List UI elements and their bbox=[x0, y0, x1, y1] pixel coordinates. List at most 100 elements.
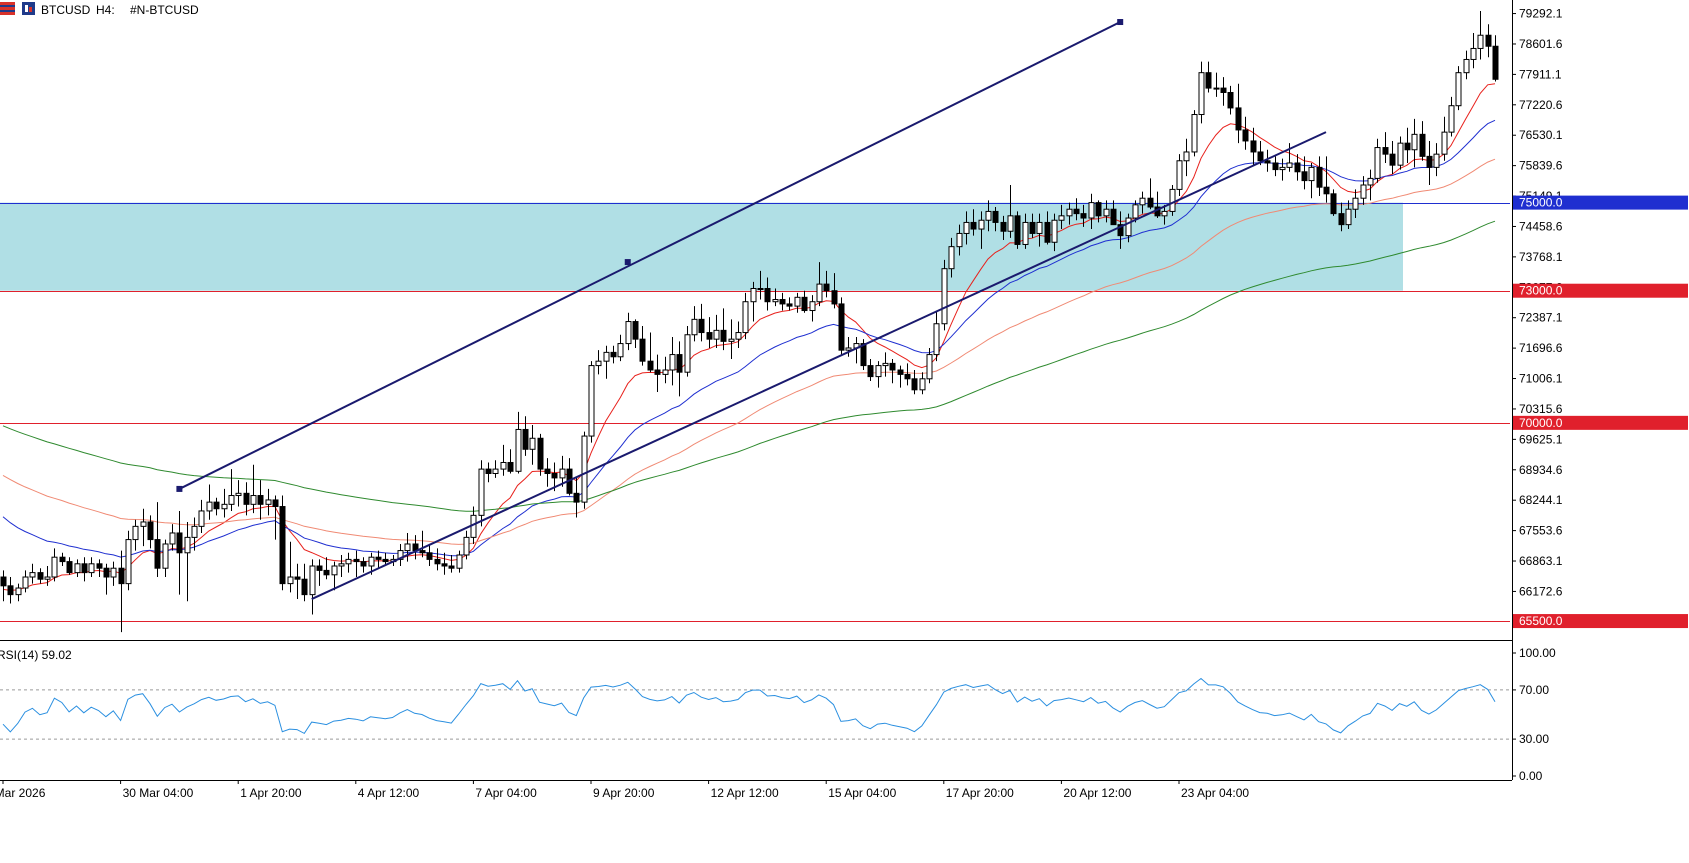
price-tick-label: 68244.1 bbox=[1519, 493, 1563, 507]
bull-candle bbox=[51, 556, 58, 578]
bull-candle bbox=[463, 536, 470, 556]
price-tick-label: 71006.1 bbox=[1519, 372, 1563, 386]
bear-candle bbox=[676, 354, 683, 373]
bull-candle bbox=[1007, 215, 1014, 232]
bull-candle bbox=[1022, 221, 1029, 245]
price-tick-label: 71696.6 bbox=[1519, 341, 1563, 355]
chart-type-icon bbox=[22, 2, 35, 15]
bear-candle bbox=[1492, 45, 1499, 80]
rsi-tick-label: 0.00 bbox=[1519, 769, 1543, 783]
bear-candle bbox=[1338, 213, 1345, 226]
bull-candle bbox=[478, 468, 485, 516]
bull-candle bbox=[809, 301, 816, 312]
time-tick-label: 15 Apr 04:00 bbox=[828, 786, 896, 800]
bull-candle bbox=[1470, 47, 1477, 60]
level-price-label-bg bbox=[1513, 415, 1688, 430]
bear-candle bbox=[66, 561, 73, 574]
bear-candle bbox=[1235, 107, 1242, 131]
bear-candle bbox=[970, 221, 977, 230]
bear-candle bbox=[823, 283, 830, 292]
bull-candle bbox=[132, 525, 139, 541]
bull-candle bbox=[1411, 133, 1418, 151]
bull-candle bbox=[625, 321, 632, 345]
channel-anchor-handle bbox=[1117, 19, 1124, 26]
level-price-label-bg bbox=[1513, 614, 1688, 629]
bull-candle bbox=[206, 501, 213, 512]
bull-candle bbox=[1176, 160, 1183, 190]
bull-candle bbox=[88, 563, 95, 574]
support-resistance-zone bbox=[0, 202, 1403, 291]
bull-candle bbox=[581, 435, 588, 503]
ema-line-2 bbox=[2, 119, 1496, 558]
bear-candle bbox=[1117, 224, 1124, 237]
bear-candle bbox=[59, 556, 66, 563]
bear-candle bbox=[294, 576, 301, 580]
trend-channel[interactable] bbox=[176, 19, 1327, 600]
level-price-label: 73000.0 bbox=[1519, 284, 1563, 298]
bull-candle bbox=[287, 576, 294, 585]
bull-candle bbox=[162, 543, 169, 569]
bear-candle bbox=[786, 303, 793, 307]
bull-candle bbox=[1051, 219, 1058, 243]
bull-candle bbox=[140, 521, 147, 527]
bull-candle bbox=[125, 539, 132, 585]
bull-candle bbox=[492, 468, 499, 475]
time-tick-label: 30 Mar 04:00 bbox=[123, 786, 194, 800]
bear-candle bbox=[37, 572, 44, 580]
price-tick-label: 75839.6 bbox=[1519, 159, 1563, 173]
bull-candle bbox=[368, 556, 375, 567]
bear-candle bbox=[257, 495, 264, 505]
bear-candle bbox=[831, 290, 838, 305]
bull-candle bbox=[250, 495, 257, 505]
bull-candle bbox=[794, 296, 801, 307]
rsi-tick-label: 100.00 bbox=[1519, 646, 1556, 660]
bear-candle bbox=[1227, 91, 1234, 109]
flag-stripe bbox=[0, 10, 15, 12]
bull-candle bbox=[1161, 210, 1168, 217]
bull-candle bbox=[404, 543, 411, 552]
bear-candle bbox=[0, 576, 7, 587]
bull-candle bbox=[1308, 166, 1315, 182]
time-tick-label: 1 Apr 20:00 bbox=[240, 786, 302, 800]
bear-candle bbox=[911, 378, 918, 391]
bear-candle bbox=[434, 558, 441, 565]
bear-candle bbox=[1080, 213, 1087, 219]
bull-candle bbox=[331, 565, 338, 576]
bull-candle bbox=[265, 499, 272, 505]
bear-candle bbox=[1147, 197, 1154, 208]
time-tick-label: 9 Apr 20:00 bbox=[593, 786, 655, 800]
bull-candle bbox=[1441, 131, 1448, 155]
bear-candle bbox=[1000, 221, 1007, 232]
price-tick-label: 69625.1 bbox=[1519, 432, 1563, 446]
price-tick-label: 76530.1 bbox=[1519, 128, 1563, 142]
bull-candle bbox=[1125, 217, 1132, 237]
bull-candle bbox=[669, 354, 676, 371]
bear-candle bbox=[316, 565, 323, 571]
bear-candle bbox=[897, 369, 904, 375]
bear-candle bbox=[507, 461, 514, 472]
bear-candle bbox=[573, 492, 580, 503]
price-tick-label: 67553.6 bbox=[1519, 524, 1563, 538]
bull-candle bbox=[1477, 34, 1484, 49]
bull-candle bbox=[345, 558, 352, 565]
bull-candle bbox=[44, 576, 51, 580]
bull-candle bbox=[882, 362, 889, 367]
rsi-tick-label: 70.00 bbox=[1519, 683, 1549, 697]
bear-candle bbox=[441, 563, 448, 567]
level-price-label-bg bbox=[1513, 283, 1688, 298]
bull-candle bbox=[941, 268, 948, 325]
bull-candle bbox=[1191, 114, 1198, 153]
channel-anchor-handle bbox=[624, 259, 631, 266]
price-tick-label: 77911.1 bbox=[1519, 67, 1562, 81]
bear-candle bbox=[860, 343, 867, 367]
bull-candle bbox=[662, 369, 669, 375]
bull-candle bbox=[309, 565, 316, 596]
bear-candle bbox=[176, 532, 183, 554]
bull-candle bbox=[845, 347, 852, 351]
bear-candle bbox=[1242, 129, 1249, 142]
bear-candle bbox=[647, 360, 654, 371]
bear-candle bbox=[544, 468, 551, 475]
bear-candle bbox=[103, 567, 110, 578]
bull-candle bbox=[948, 246, 955, 270]
